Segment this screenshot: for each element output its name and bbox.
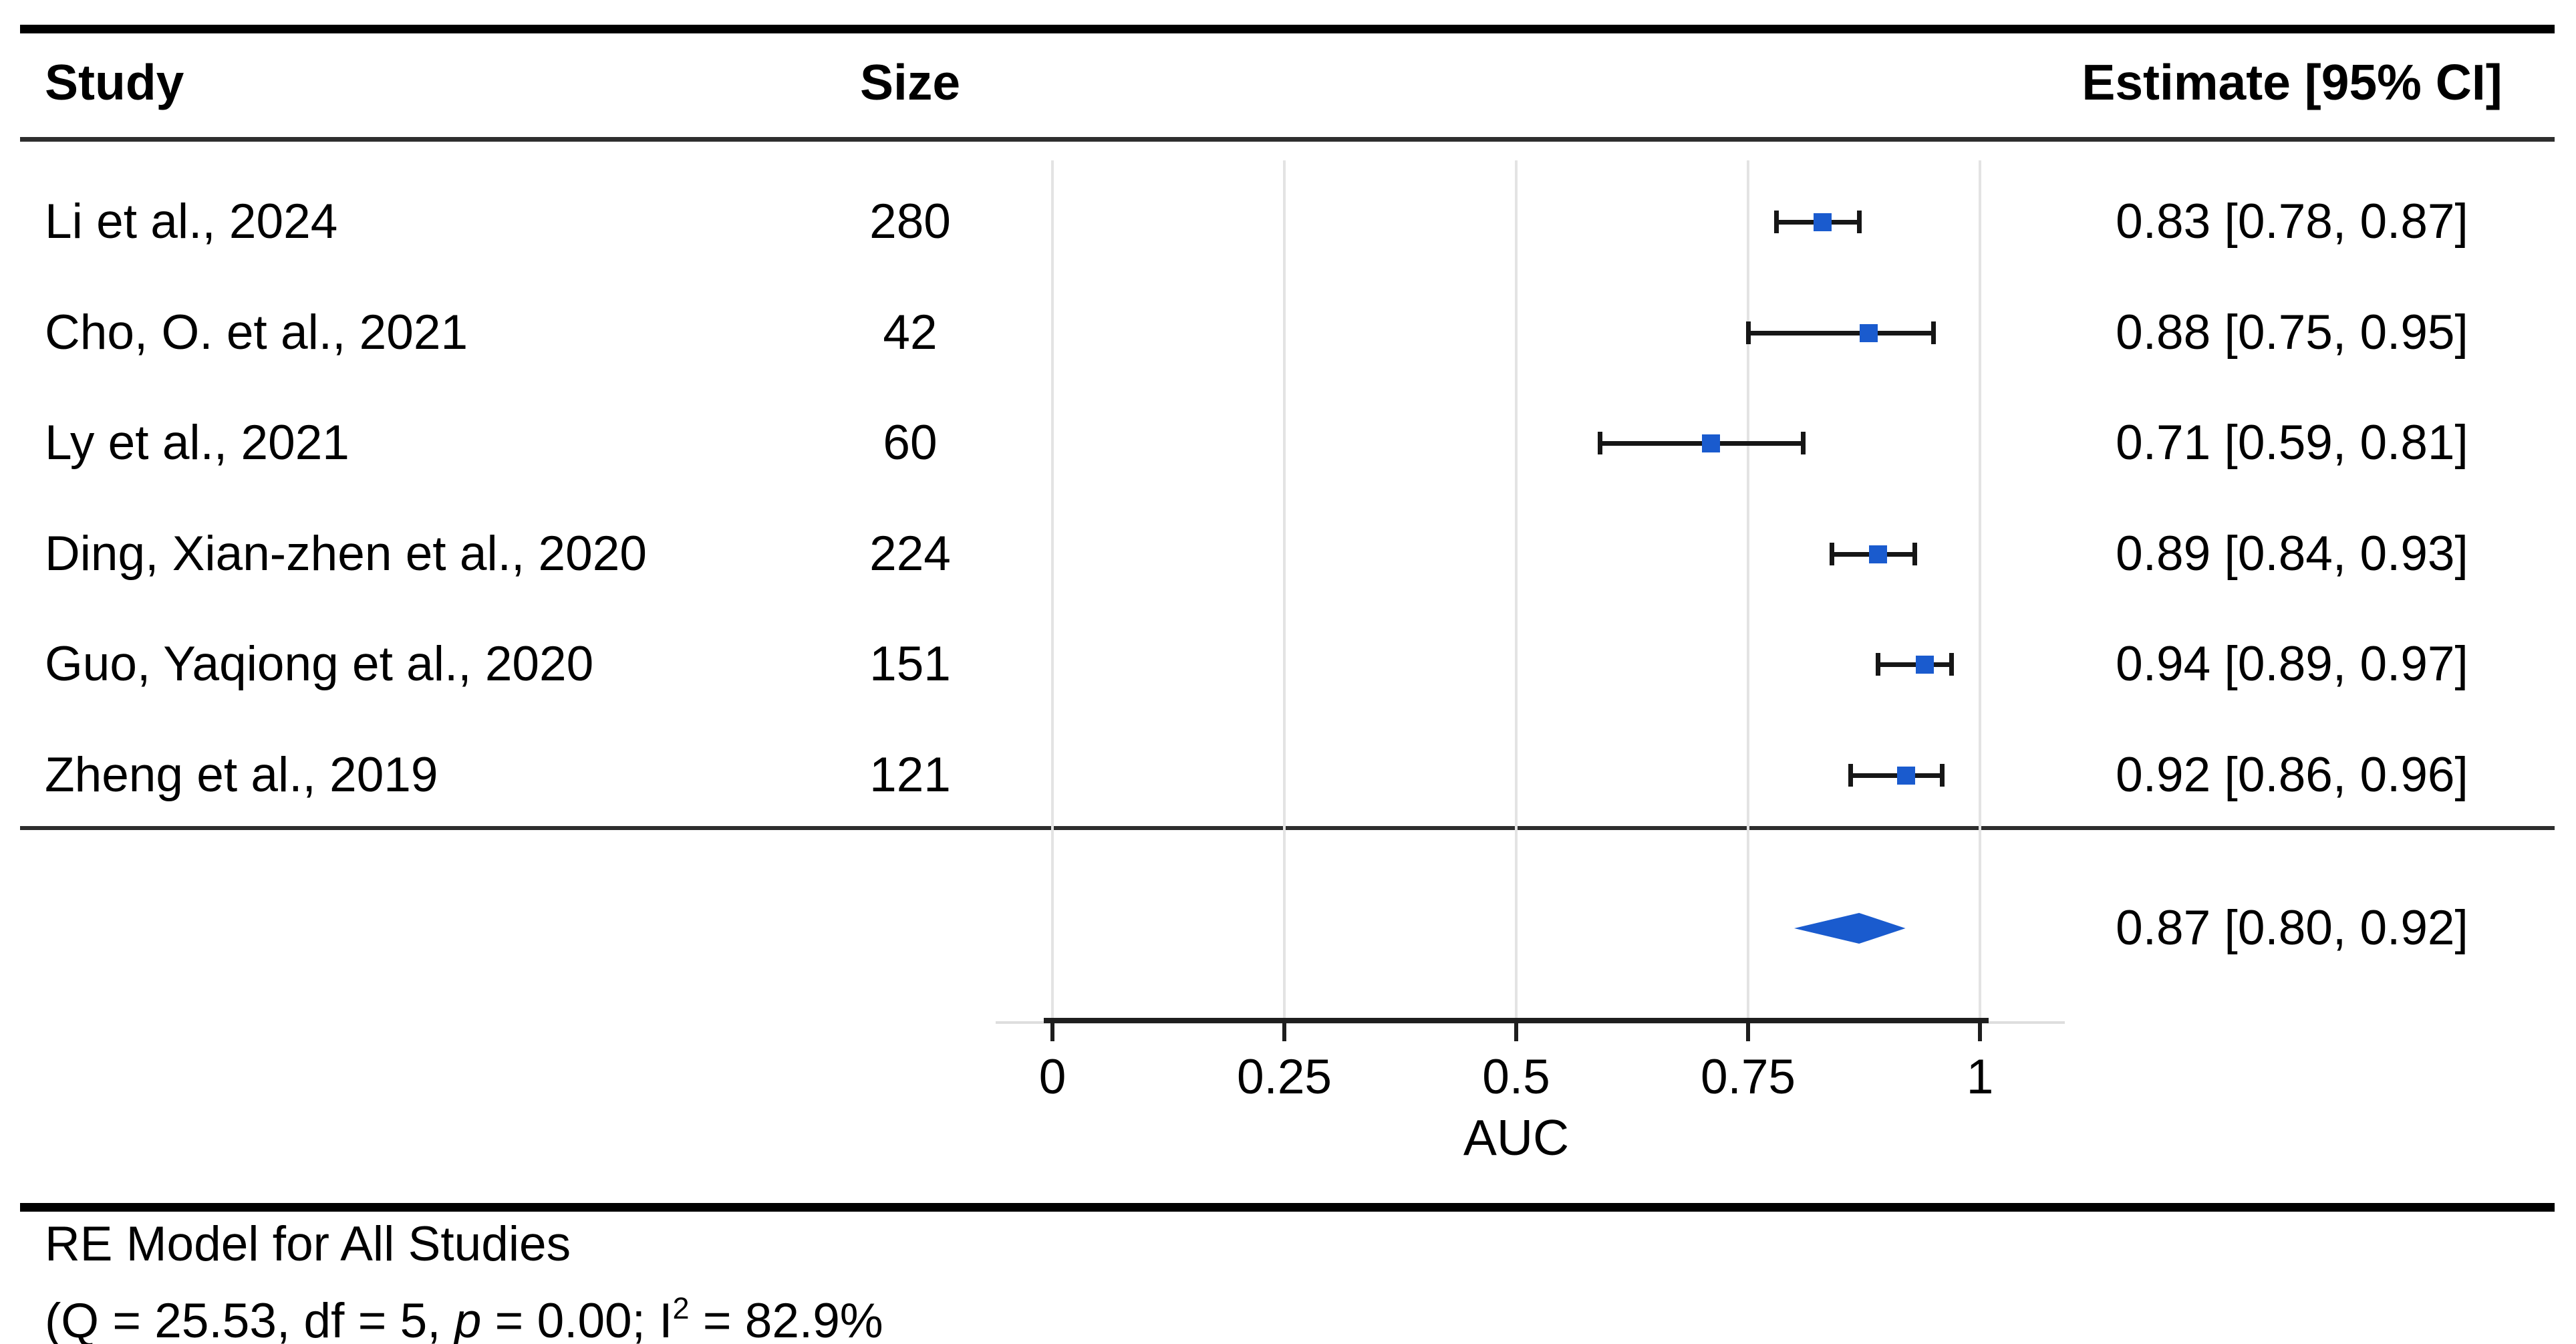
estimate-ci-label: 0.89 [0.84, 0.93] [2116,527,2468,581]
ci-cap-right [1930,321,1936,344]
study-label: Guo, Yaqiong et al., 2020 [45,637,594,691]
x-axis-tick [1282,1023,1286,1041]
top-rule [20,25,2555,33]
estimate-ci-label: 0.83 [0.78, 0.87] [2116,194,2468,249]
summary-diamond-shape [1794,913,1906,944]
x-axis-tick [1050,1023,1054,1041]
ci-cap-left [1829,543,1834,565]
gridline [1515,160,1518,1023]
gridline [1979,160,1981,1023]
stats-suffix: = 82.9% [689,1294,883,1344]
x-axis-tick-label: 0.25 [1236,1050,1332,1104]
size-value: 224 [869,527,951,581]
ci-cap-left [1876,653,1881,676]
size-value: 151 [869,637,951,691]
x-axis-tick-label: 0.5 [1482,1050,1550,1104]
study-label: Ly et al., 2021 [45,416,349,470]
x-axis-tick [1514,1023,1518,1041]
ci-cap-right [1912,543,1917,565]
ci-whisker [1599,441,1804,446]
stats-superscript: 2 [672,1291,690,1325]
ci-cap-right [1856,211,1862,233]
study-label: Li et al., 2024 [45,194,338,249]
x-axis-tick-label: 0 [1038,1050,1066,1104]
x-axis-tick [1746,1023,1750,1041]
x-axis-title: AUC [1463,1109,1570,1166]
estimate-ci-label: 0.88 [0.75, 0.95] [2116,305,2468,360]
estimate-marker [1896,767,1915,785]
x-axis-tick [1978,1023,1982,1041]
x-axis-tick-label: 0.75 [1700,1050,1796,1104]
column-header-study: Study [45,54,184,110]
estimate-marker [1702,434,1721,452]
ci-cap-left [1848,764,1853,787]
ci-whisker [1748,331,1934,335]
estimate-marker [1915,656,1934,674]
header-rule [20,137,2555,142]
footer-model-label: RE Model for All Studies [45,1217,571,1271]
study-label: Zheng et al., 2019 [45,748,438,802]
column-header-estimate: Estimate [95% CI] [2082,54,2502,110]
estimate-marker [1869,545,1888,563]
ci-whisker [1850,773,1943,778]
ci-cap-left [1597,432,1602,454]
size-value: 60 [883,416,938,470]
ci-cap-right [1940,764,1945,787]
size-value: 280 [869,194,951,249]
size-value: 121 [869,748,951,802]
estimate-marker [1814,213,1832,231]
ci-whisker [1878,662,1953,667]
estimate-ci-label: 0.71 [0.59, 0.81] [2116,416,2468,470]
x-axis-line [1044,1018,1989,1023]
ci-cap-left [1773,211,1779,233]
summary-diamond [1794,913,1906,944]
estimate-ci-label: 0.92 [0.86, 0.96] [2116,748,2468,802]
summary-estimate-label: 0.87 [0.80, 0.92] [2116,901,2468,955]
gridline [1283,160,1286,1023]
summary-separator-rule [20,826,2555,830]
stats-prefix: (Q = 25.53, df = 5, [45,1294,454,1344]
stats-mid: = 0.00; I [481,1294,673,1344]
size-value: 42 [883,305,938,360]
gridline [1747,160,1749,1023]
bottom-rule [20,1203,2555,1212]
gridline [1051,160,1054,1023]
study-label: Ding, Xian-zhen et al., 2020 [45,527,647,581]
ci-cap-left [1746,321,1751,344]
ci-cap-right [1801,432,1806,454]
stats-p-symbol: p [454,1294,482,1344]
estimate-marker [1860,324,1878,342]
estimate-ci-label: 0.94 [0.89, 0.97] [2116,637,2468,691]
ci-cap-right [1949,653,1955,676]
x-axis-tick-label: 1 [1966,1050,1994,1104]
study-label: Cho, O. et al., 2021 [45,305,468,360]
column-header-size: Size [859,54,961,110]
footer-heterogeneity-stats: (Q = 25.53, df = 5, p = 0.00; I2 = 82.9% [45,1275,883,1344]
